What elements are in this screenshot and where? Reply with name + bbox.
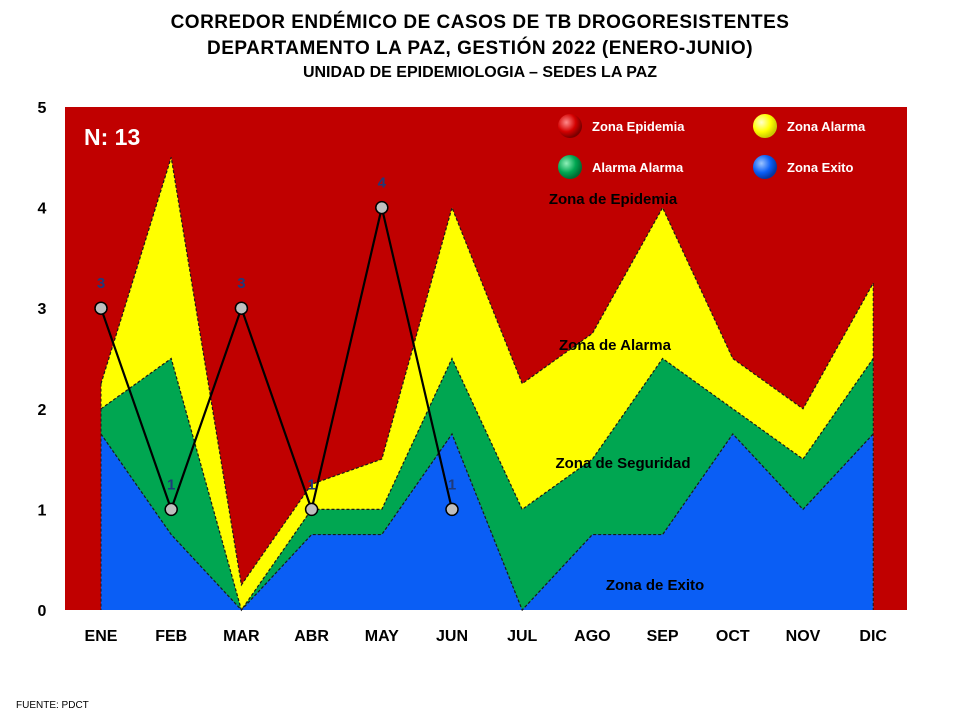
chart-title-line-2: DEPARTAMENTO LA PAZ, GESTIÓN 2022 (ENERO… [206,38,754,59]
cases-data-label: 1 [307,476,315,493]
cases-data-label: 1 [167,476,175,493]
x-tick-label-abr: ABR [294,628,329,645]
x-tick-label-nov: NOV [786,628,821,645]
x-tick-label-sep: SEP [647,628,679,645]
cases-point [234,301,249,315]
zone-label: Zona de Alarma [559,337,672,354]
x-tick-label-ene: ENE [85,628,118,645]
chart-title-line-1: CORREDOR ENDÉMICO DE CASOS DE TB DROGORE… [170,12,790,33]
cases-point [94,301,108,315]
cases-point [164,502,178,517]
x-tick-label-jul: JUL [507,628,537,645]
legend-marker-zona-exito [753,155,777,179]
x-tick-label-oct: OCT [716,628,750,645]
y-tick-label: 0 [38,603,47,620]
cases-data-label: 3 [97,275,105,292]
cases-data-label: 4 [378,175,387,192]
legend-label-zona-epidemia: Zona Epidemia [592,119,685,134]
x-tick-label-feb: FEB [155,628,187,645]
zone-label: Zona de Exito [606,577,704,594]
cases-point [304,502,319,517]
legend-marker-alarma-alarma [558,155,582,179]
cases-point [445,502,459,517]
cases-point [375,200,389,215]
legend-marker-zona-alarma [753,114,777,138]
legend-label-alarma-alarma: Alarma Alarma [592,160,684,175]
y-tick-label: 4 [38,201,47,218]
legend-label-zona-exito: Zona Exito [787,160,854,175]
zone-label: Zona de Seguridad [555,455,690,472]
x-tick-label-jun: JUN [436,628,468,645]
x-tick-label-mar: MAR [223,628,260,645]
source-note: FUENTE: PDCT [16,700,89,711]
legend-label-zona-alarma: Zona Alarma [787,119,866,134]
series-area-zona-exito [101,433,874,610]
y-tick-label: 1 [38,502,47,519]
cases-data-label: 3 [237,275,245,292]
y-tick-label: 5 [38,100,47,117]
y-tick-label: 2 [38,402,47,419]
x-tick-label-ago: AGO [574,628,610,645]
cases-data-label: 1 [448,476,456,493]
x-tick-label-may: MAY [365,628,399,645]
zone-label: Zona de Epidemia [549,191,678,208]
cases-line [99,207,454,514]
series-boundary-zona-exito [100,432,874,612]
n-count-label: N: 13 [84,124,140,150]
series-boundary-alarma-alarma [100,357,874,612]
chart-subtitle: UNIDAD DE EPIDEMIOLOGIA – SEDES LA PAZ [302,64,658,81]
legend-marker-zona-epidemia [558,114,582,138]
x-tick-label-dic: DIC [859,628,887,645]
y-tick-label: 3 [38,301,47,318]
